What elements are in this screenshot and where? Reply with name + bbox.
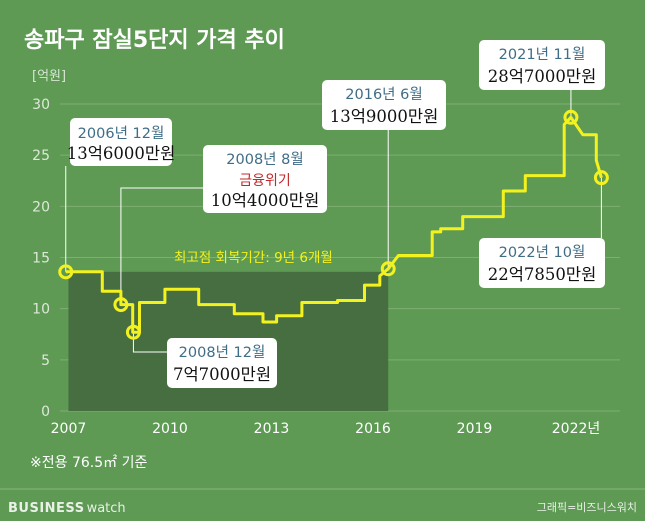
annotation-value: 13억9000만원: [330, 107, 439, 126]
brand-bold: BUSINESS: [8, 501, 85, 516]
chart-title: 송파구 잠실5단지 가격 추이: [24, 28, 285, 53]
y-tick-label: 10: [32, 302, 50, 318]
brand-logo: BUSINESS watch: [8, 501, 126, 516]
x-tick-label: 2007: [51, 421, 87, 437]
annotation-2021-11: 2021년 11월 28억7000만원: [479, 40, 605, 90]
annotation-date: 2022년 10월: [499, 244, 586, 261]
price-marker: [58, 264, 74, 280]
graphic-credit: 그래픽=비즈니스워치: [537, 501, 637, 514]
y-tick-label: 30: [32, 97, 50, 113]
annotation-date: 2008년 12월: [179, 344, 266, 361]
annotation-2008-08: 2008년 8월 금융위기 10억4000만원: [203, 145, 327, 213]
annotation-value: 7억7000만원: [173, 365, 271, 384]
annotation-leader-lines: [65, 90, 602, 353]
price-line: [65, 115, 603, 334]
annotation-value: 22억7850만원: [488, 265, 597, 284]
annotation-value: 10억4000만원: [211, 191, 320, 210]
annotation-value: 13억6000만원: [67, 144, 176, 163]
annotation-2022-10: 2022년 10월 22억7850만원: [479, 238, 605, 288]
price-series: [65, 115, 603, 334]
y-tick-label: 25: [32, 148, 50, 164]
price-marker: [113, 297, 129, 313]
x-tick-label: 2016: [355, 421, 391, 437]
annotation-date: 2008년 8월: [226, 151, 303, 168]
price-marker: [593, 170, 609, 186]
annotation-2006-12: 2006년 12월 13억6000만원: [67, 118, 176, 166]
annotation-box: [203, 145, 327, 213]
annotation-note: 금융위기: [239, 173, 291, 189]
y-axis-ticks: 0 5 10 15 20 25 30: [32, 97, 50, 420]
y-tick-label: 0: [41, 404, 50, 420]
x-tick-label: 2022년: [552, 421, 601, 437]
x-tick-label: 2013: [254, 421, 290, 437]
price-marker: [380, 261, 396, 277]
leader-line: [120, 187, 203, 305]
annotation-box: [167, 338, 277, 388]
brand-light: watch: [87, 501, 126, 516]
recovery-period-label: 최고점 회복기간: 9년 6개월: [174, 250, 333, 266]
annotation-date: 2021년 11월: [499, 46, 586, 63]
y-tick-label: 15: [32, 251, 50, 267]
y-axis-unit: [억원]: [32, 69, 66, 84]
y-tick-label: 20: [32, 199, 50, 215]
annotation-2016-06: 2016년 6월 13억9000만원: [322, 80, 446, 130]
y-tick-label: 5: [41, 353, 50, 369]
x-tick-label: 2010: [152, 421, 188, 437]
price-marker: [563, 109, 579, 125]
price-markers: [58, 109, 609, 340]
price-marker: [125, 324, 141, 340]
annotation-date: 2016년 6월: [345, 86, 422, 103]
annotation-value: 28억7000만원: [488, 67, 597, 86]
annotation-box: [479, 40, 605, 90]
x-axis-ticks: 2007 2010 2013 2016 2019 2022년: [51, 421, 601, 437]
annotation-box: [70, 118, 172, 166]
annotation-box: [322, 80, 446, 130]
footnote: ※전용 76.5㎡ 기준: [30, 455, 147, 471]
annotation-date: 2006년 12월: [78, 125, 165, 142]
annotation-2008-12: 2008년 12월 7억7000만원: [167, 338, 277, 388]
x-tick-label: 2019: [457, 421, 493, 437]
annotation-box: [479, 238, 605, 288]
